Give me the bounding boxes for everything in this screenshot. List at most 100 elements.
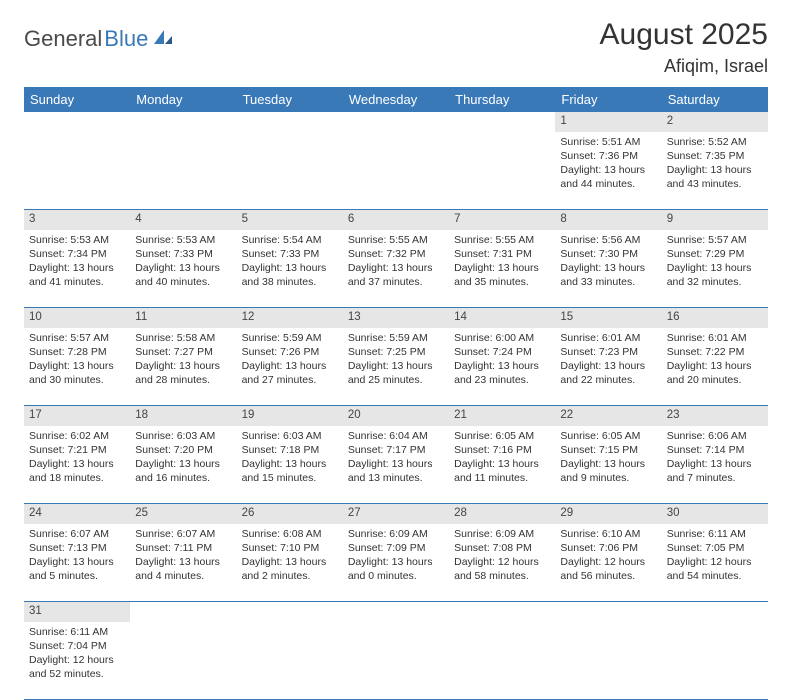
daylight-text: and 15 minutes. (242, 471, 338, 485)
daylight-text: Daylight: 13 hours (348, 261, 444, 275)
daylight-text: and 5 minutes. (29, 569, 125, 583)
day-cell: Sunrise: 5:59 AMSunset: 7:25 PMDaylight:… (343, 328, 449, 406)
daylight-text: Daylight: 13 hours (348, 457, 444, 471)
sunrise-text: Sunrise: 6:06 AM (667, 429, 763, 443)
sunrise-text: Sunrise: 5:59 AM (242, 331, 338, 345)
daylight-text: and 35 minutes. (454, 275, 550, 289)
sunset-text: Sunset: 7:04 PM (29, 639, 125, 653)
day-header-row: SundayMondayTuesdayWednesdayThursdayFrid… (24, 87, 768, 112)
week-row: Sunrise: 5:57 AMSunset: 7:28 PMDaylight:… (24, 328, 768, 406)
logo: General Blue (24, 26, 174, 52)
daylight-text: and 56 minutes. (560, 569, 656, 583)
sunrise-text: Sunrise: 6:09 AM (348, 527, 444, 541)
day-header: Saturday (662, 87, 768, 112)
sunrise-text: Sunrise: 6:02 AM (29, 429, 125, 443)
daylight-text: Daylight: 13 hours (135, 261, 231, 275)
daylight-text: and 27 minutes. (242, 373, 338, 387)
day-number-cell: 29 (555, 504, 661, 524)
sunrise-text: Sunrise: 5:55 AM (454, 233, 550, 247)
daylight-text: Daylight: 13 hours (242, 457, 338, 471)
daylight-text: Daylight: 13 hours (560, 359, 656, 373)
day-number-cell: 7 (449, 210, 555, 230)
day-header: Tuesday (237, 87, 343, 112)
daylight-text: and 25 minutes. (348, 373, 444, 387)
day-cell: Sunrise: 6:07 AMSunset: 7:11 PMDaylight:… (130, 524, 236, 602)
sunset-text: Sunset: 7:25 PM (348, 345, 444, 359)
daylight-text: Daylight: 13 hours (29, 261, 125, 275)
daylight-text: and 16 minutes. (135, 471, 231, 485)
day-cell: Sunrise: 5:55 AMSunset: 7:31 PMDaylight:… (449, 230, 555, 308)
day-cell: Sunrise: 5:55 AMSunset: 7:32 PMDaylight:… (343, 230, 449, 308)
sunrise-text: Sunrise: 5:57 AM (667, 233, 763, 247)
day-cell (343, 132, 449, 210)
day-cell: Sunrise: 6:01 AMSunset: 7:23 PMDaylight:… (555, 328, 661, 406)
daylight-text: and 37 minutes. (348, 275, 444, 289)
daylight-text: and 44 minutes. (560, 177, 656, 191)
day-number-cell: 11 (130, 308, 236, 328)
day-header: Wednesday (343, 87, 449, 112)
logo-sail-icon (152, 28, 174, 51)
daylight-text: Daylight: 13 hours (242, 359, 338, 373)
day-number-row: 17181920212223 (24, 406, 768, 426)
day-number-cell: 16 (662, 308, 768, 328)
day-number-cell (449, 112, 555, 132)
sunset-text: Sunset: 7:06 PM (560, 541, 656, 555)
day-number-cell: 27 (343, 504, 449, 524)
daylight-text: Daylight: 13 hours (454, 457, 550, 471)
daylight-text: Daylight: 13 hours (135, 555, 231, 569)
sunset-text: Sunset: 7:31 PM (454, 247, 550, 261)
sunset-text: Sunset: 7:30 PM (560, 247, 656, 261)
sunset-text: Sunset: 7:08 PM (454, 541, 550, 555)
daylight-text: Daylight: 13 hours (29, 359, 125, 373)
day-number-cell: 21 (449, 406, 555, 426)
day-number-cell: 10 (24, 308, 130, 328)
day-cell (130, 622, 236, 700)
sunset-text: Sunset: 7:27 PM (135, 345, 231, 359)
day-number-cell: 5 (237, 210, 343, 230)
daylight-text: Daylight: 12 hours (29, 653, 125, 667)
day-number-cell: 30 (662, 504, 768, 524)
daylight-text: and 20 minutes. (667, 373, 763, 387)
title-block: August 2025 Afiqim, Israel (600, 18, 768, 77)
day-cell: Sunrise: 6:02 AMSunset: 7:21 PMDaylight:… (24, 426, 130, 504)
day-cell: Sunrise: 6:07 AMSunset: 7:13 PMDaylight:… (24, 524, 130, 602)
daylight-text: and 30 minutes. (29, 373, 125, 387)
daylight-text: Daylight: 13 hours (135, 457, 231, 471)
day-cell (24, 132, 130, 210)
sunset-text: Sunset: 7:34 PM (29, 247, 125, 261)
day-number-cell (237, 112, 343, 132)
sunset-text: Sunset: 7:17 PM (348, 443, 444, 457)
day-cell: Sunrise: 5:56 AMSunset: 7:30 PMDaylight:… (555, 230, 661, 308)
day-number-cell: 9 (662, 210, 768, 230)
day-cell (555, 622, 661, 700)
day-cell: Sunrise: 6:01 AMSunset: 7:22 PMDaylight:… (662, 328, 768, 406)
day-cell: Sunrise: 5:57 AMSunset: 7:28 PMDaylight:… (24, 328, 130, 406)
daylight-text: and 41 minutes. (29, 275, 125, 289)
sunset-text: Sunset: 7:10 PM (242, 541, 338, 555)
day-cell: Sunrise: 6:00 AMSunset: 7:24 PMDaylight:… (449, 328, 555, 406)
sunset-text: Sunset: 7:32 PM (348, 247, 444, 261)
daylight-text: and 40 minutes. (135, 275, 231, 289)
daylight-text: Daylight: 13 hours (560, 457, 656, 471)
sunset-text: Sunset: 7:20 PM (135, 443, 231, 457)
day-number-cell: 14 (449, 308, 555, 328)
day-number-row: 12 (24, 112, 768, 132)
sunrise-text: Sunrise: 5:59 AM (348, 331, 444, 345)
day-cell: Sunrise: 6:10 AMSunset: 7:06 PMDaylight:… (555, 524, 661, 602)
sunrise-text: Sunrise: 6:11 AM (29, 625, 125, 639)
sunset-text: Sunset: 7:24 PM (454, 345, 550, 359)
location: Afiqim, Israel (600, 56, 768, 77)
daylight-text: Daylight: 12 hours (560, 555, 656, 569)
day-cell: Sunrise: 6:09 AMSunset: 7:08 PMDaylight:… (449, 524, 555, 602)
daylight-text: Daylight: 13 hours (560, 163, 656, 177)
day-cell (130, 132, 236, 210)
day-number-cell: 13 (343, 308, 449, 328)
sunset-text: Sunset: 7:16 PM (454, 443, 550, 457)
daylight-text: Daylight: 13 hours (242, 261, 338, 275)
sunrise-text: Sunrise: 6:01 AM (560, 331, 656, 345)
daylight-text: Daylight: 13 hours (560, 261, 656, 275)
daylight-text: and 22 minutes. (560, 373, 656, 387)
daylight-text: Daylight: 13 hours (667, 163, 763, 177)
sunset-text: Sunset: 7:33 PM (135, 247, 231, 261)
daylight-text: and 28 minutes. (135, 373, 231, 387)
